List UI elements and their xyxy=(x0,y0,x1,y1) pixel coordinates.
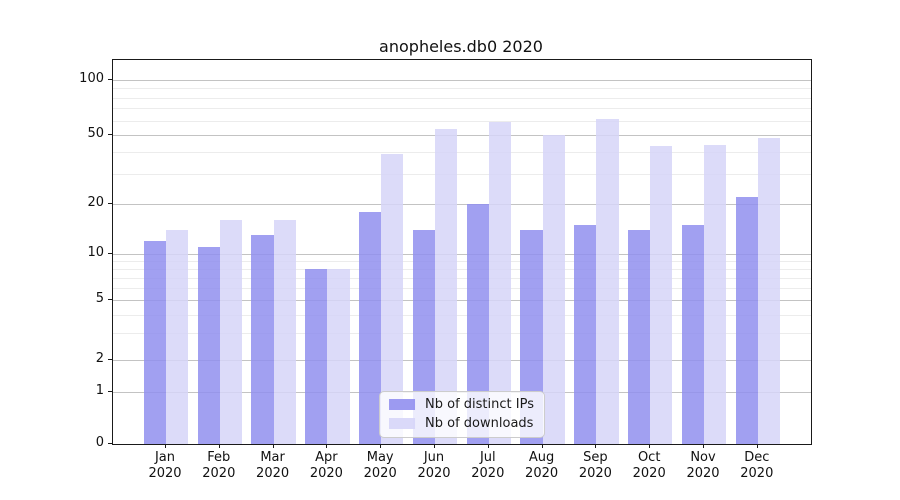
x-tick-mark-oct-2020 xyxy=(649,444,651,448)
y-tick-label-10: 10 xyxy=(87,245,104,261)
bar-nb-of-distinct-ips-sep-2020 xyxy=(574,225,597,444)
plot-area: Nb of distinct IPs Nb of downloads xyxy=(112,59,812,445)
legend-entry-downloads: Nb of downloads xyxy=(389,416,534,431)
bar-nb-of-distinct-ips-may-2020 xyxy=(358,211,382,444)
y-tick-label-2: 2 xyxy=(95,351,104,366)
x-tick-label-apr-2020: Apr 2020 xyxy=(309,450,343,481)
x-tick-label-jul-2020: Jul 2020 xyxy=(471,450,505,481)
x-tick-mark-mar-2020 xyxy=(272,444,274,448)
minor-gridline-8 xyxy=(113,269,811,270)
bar-nb-of-distinct-ips-dec-2020 xyxy=(735,197,758,444)
bar-nb-of-downloads-nov-2020 xyxy=(704,144,727,444)
x-tick-label-jan-2020: Jan 2020 xyxy=(148,450,182,481)
bar-nb-of-distinct-ips-nov-2020 xyxy=(681,225,704,444)
y-tick-mark-1 xyxy=(108,390,112,392)
minor-gridline-6 xyxy=(113,288,811,289)
y-tick-label-1: 1 xyxy=(95,382,104,398)
bar-nb-of-distinct-ips-apr-2020 xyxy=(305,269,328,444)
x-tick-label-jun-2020: Jun 2020 xyxy=(417,450,451,481)
bar-nb-of-downloads-mar-2020 xyxy=(273,220,296,444)
x-tick-label-dec-2020: Dec 2020 xyxy=(740,450,774,481)
legend-swatch-distinct-ips-icon xyxy=(389,399,416,410)
minor-gridline-3 xyxy=(113,333,811,335)
bar-nb-of-distinct-ips-jan-2020 xyxy=(143,241,166,444)
minor-gridline-40 xyxy=(113,151,811,153)
legend-label-downloads: Nb of downloads xyxy=(425,416,534,431)
minor-gridline-60 xyxy=(113,120,811,122)
y-tick-mark-2 xyxy=(108,359,112,360)
minor-gridline-4 xyxy=(113,314,811,316)
minor-gridline-80 xyxy=(113,97,811,99)
bar-nb-of-downloads-may-2020 xyxy=(381,153,404,444)
bar-nb-of-downloads-apr-2020 xyxy=(327,269,350,444)
bar-nb-of-downloads-jun-2020 xyxy=(435,128,458,444)
x-tick-label-sep-2020: Sep 2020 xyxy=(578,450,612,481)
x-tick-mark-jun-2020 xyxy=(434,444,435,448)
x-tick-mark-jan-2020 xyxy=(165,444,166,448)
major-gridline-20 xyxy=(113,204,811,206)
minor-gridline-70 xyxy=(113,108,811,110)
bar-nb-of-downloads-jul-2020 xyxy=(488,121,512,444)
y-tick-label-100: 100 xyxy=(79,71,104,86)
legend-label-distinct-ips: Nb of distinct IPs xyxy=(425,397,534,412)
y-tick-mark-5 xyxy=(108,299,112,300)
major-gridline-100 xyxy=(113,80,811,81)
bar-nb-of-downloads-jan-2020 xyxy=(166,230,189,444)
minor-gridline-9 xyxy=(113,261,811,263)
major-gridline-2 xyxy=(113,360,811,361)
legend-swatch-downloads-icon xyxy=(389,418,416,429)
x-tick-mark-may-2020 xyxy=(380,444,382,448)
bar-nb-of-distinct-ips-feb-2020 xyxy=(197,247,220,444)
legend-entry-distinct-ips: Nb of distinct IPs xyxy=(389,397,534,412)
x-tick-mark-sep-2020 xyxy=(595,444,597,448)
y-tick-mark-50 xyxy=(108,134,112,135)
bar-nb-of-distinct-ips-mar-2020 xyxy=(251,235,274,444)
major-gridline-10 xyxy=(113,254,811,256)
bar-nb-of-downloads-sep-2020 xyxy=(596,119,619,444)
chart-title: anopheles.db0 2020 xyxy=(379,37,543,56)
bar-nb-of-downloads-feb-2020 xyxy=(219,220,243,444)
x-tick-label-feb-2020: Feb 2020 xyxy=(202,450,236,481)
y-tick-label-0: 0 xyxy=(95,435,104,450)
x-tick-label-may-2020: May 2020 xyxy=(363,450,397,481)
x-tick-label-nov-2020: Nov 2020 xyxy=(686,450,720,481)
y-tick-mark-0 xyxy=(108,443,112,444)
major-gridline-50 xyxy=(113,135,811,136)
x-tick-mark-aug-2020 xyxy=(541,444,543,448)
bar-nb-of-distinct-ips-jul-2020 xyxy=(466,204,489,444)
x-tick-label-oct-2020: Oct 2020 xyxy=(632,450,666,481)
minor-gridline-7 xyxy=(113,277,811,279)
x-tick-mark-apr-2020 xyxy=(326,444,328,448)
x-tick-mark-dec-2020 xyxy=(756,444,758,448)
y-tick-mark-20 xyxy=(108,203,112,205)
x-tick-mark-jul-2020 xyxy=(487,444,489,448)
y-tick-mark-10 xyxy=(108,253,112,255)
y-tick-label-50: 50 xyxy=(87,126,104,141)
bar-nb-of-distinct-ips-jun-2020 xyxy=(412,230,435,444)
minor-gridline-30 xyxy=(113,173,811,175)
minor-gridline-90 xyxy=(113,88,811,90)
x-tick-mark-nov-2020 xyxy=(703,444,704,448)
x-tick-mark-feb-2020 xyxy=(218,444,220,448)
y-tick-label-20: 20 xyxy=(87,195,104,211)
bar-nb-of-downloads-oct-2020 xyxy=(650,146,673,444)
major-gridline-5 xyxy=(113,300,811,301)
bar-nb-of-downloads-dec-2020 xyxy=(757,138,781,444)
bar-nb-of-distinct-ips-oct-2020 xyxy=(627,230,651,444)
y-tick-mark-100 xyxy=(108,79,112,80)
legend: Nb of distinct IPs Nb of downloads xyxy=(379,391,545,438)
x-tick-label-aug-2020: Aug 2020 xyxy=(525,450,559,481)
bar-nb-of-downloads-aug-2020 xyxy=(542,135,565,444)
bar-nb-of-distinct-ips-aug-2020 xyxy=(520,230,543,444)
x-tick-label-mar-2020: Mar 2020 xyxy=(256,450,290,481)
y-tick-label-5: 5 xyxy=(95,291,104,306)
